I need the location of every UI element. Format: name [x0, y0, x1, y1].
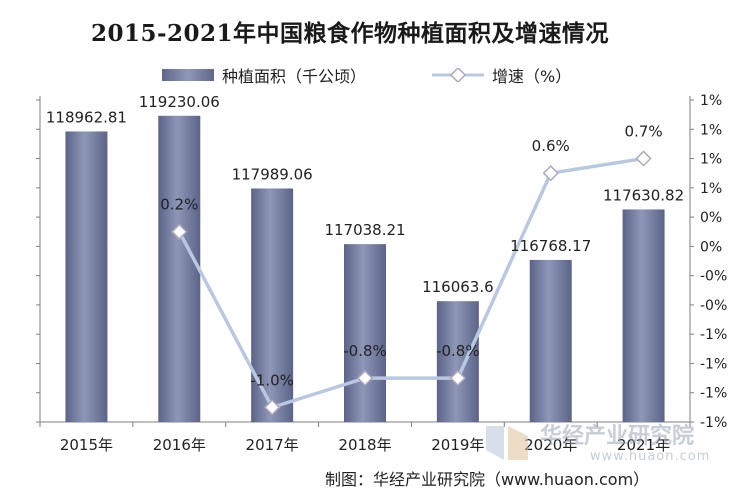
watermark: 华经产业研究院 www.huaon.com [482, 418, 732, 468]
y-right-tick-label: 0% [700, 210, 722, 226]
bar [158, 115, 201, 422]
bar [65, 131, 108, 423]
legend-item-growth: 增速（%） [432, 62, 571, 88]
y-right-tick-label: -0% [700, 269, 727, 285]
bar [436, 301, 479, 422]
y-right-tick-label: 0% [700, 239, 722, 255]
bar-value-label: 116768.17 [510, 237, 591, 255]
bar-value-label: 119230.06 [139, 93, 220, 111]
y-right-tick-label: -0% [700, 298, 727, 314]
growth-value-label: 0.6% [532, 137, 570, 155]
bar-value-label: 118962.81 [46, 108, 127, 126]
bar [344, 244, 386, 422]
chart-legend: 种植面积（千公顷） 增速（%） [0, 62, 750, 88]
watermark-url: www.huaon.com [590, 449, 711, 464]
y-right-tick-label: -1% [700, 386, 727, 402]
legend-item-area: 种植面积（千公顷） [162, 62, 366, 88]
growth-value-label: 0.2% [160, 196, 198, 214]
growth-point [356, 369, 374, 387]
bar [529, 259, 572, 422]
y-right-tick-label: 1% [700, 93, 722, 109]
growth-point [171, 223, 188, 240]
x-tick-label: 2019年 [431, 436, 484, 454]
line-series [171, 150, 652, 416]
growth-point [542, 165, 559, 182]
legend-bar-swatch [162, 69, 214, 81]
legend-bar-label: 种植面积（千公顷） [222, 67, 367, 86]
growth-point [635, 150, 652, 167]
y-right-tick-label: 1% [700, 122, 722, 138]
source-note: 制图：华经产业研究院（www.huaon.com） [325, 470, 650, 489]
x-tick-label: 2018年 [338, 436, 391, 454]
bar-value-label: 117038.21 [324, 221, 405, 239]
growth-value-label: -1.0% [250, 371, 294, 389]
y-right-tick-label: -1% [700, 327, 727, 343]
x-tick-label: 2020年 [524, 436, 577, 454]
watermark-name: 华经产业研究院 [540, 424, 695, 449]
growth-value-label: -0.8% [436, 342, 480, 360]
watermark-logo-icon [486, 426, 528, 460]
growth-point [449, 369, 466, 387]
data-labels: 118962.81 119230.06 117989.06 117038.21 1160… [46, 93, 684, 390]
growth-point [264, 399, 281, 416]
growth-value-label: 0.7% [625, 123, 663, 141]
bar-value-label: 116063.6 [422, 278, 494, 296]
bar-series [65, 115, 665, 423]
bar-value-label: 117989.06 [232, 165, 313, 183]
x-tick-label: 2021年 [617, 436, 670, 454]
growth-value-label: -0.8% [343, 342, 387, 360]
legend-line-swatch [432, 68, 484, 82]
y-right-tick-label: -1% [700, 356, 727, 372]
x-tick-label: 2016年 [153, 436, 206, 454]
y-right-tick-label: 1% [700, 152, 722, 168]
bar-value-label: 117630.82 [603, 186, 684, 204]
bar [622, 209, 665, 422]
x-tick-label: 2015年 [60, 436, 113, 454]
y-right-tick-label: -1% [700, 415, 727, 431]
growth-line [177, 156, 644, 410]
x-tick-label: 2017年 [246, 436, 299, 454]
chart-title: 2015-2021年中国粮食作物种植面积及增速情况 [90, 20, 610, 47]
y-right-tick-label: 1% [700, 181, 722, 197]
legend-line-label: 增速（%） [492, 67, 572, 86]
